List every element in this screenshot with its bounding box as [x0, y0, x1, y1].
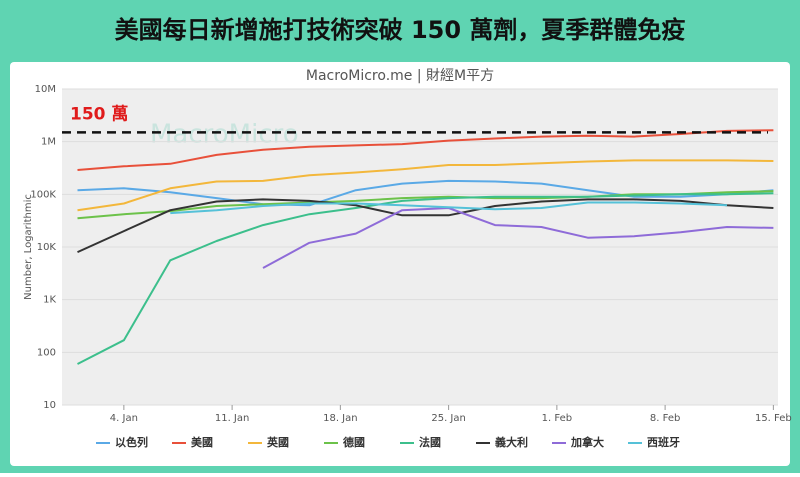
x-tick-label: 18. Jan: [323, 413, 358, 424]
y-tick-label: 10: [43, 400, 56, 411]
y-tick-label: 100: [37, 347, 56, 358]
legend-label: 西班牙: [647, 435, 680, 449]
chart-subtitle: MacroMicro.me | 財經M平方: [306, 68, 494, 84]
legend-label: 義大利: [495, 435, 528, 449]
y-tick-label: 1K: [43, 295, 56, 306]
y-tick-label: 1M: [41, 137, 56, 148]
chart-title: 美國每日新增施打技術突破 150 萬劑，夏季群體免疫: [115, 16, 686, 44]
series-line: [170, 201, 728, 215]
legend-label: 德國: [342, 435, 365, 449]
series-line: [77, 129, 774, 171]
watermark: MacroMicro: [150, 120, 299, 150]
legend-label: 英國: [266, 435, 289, 449]
series-line: [77, 159, 774, 212]
series-line: [77, 192, 774, 365]
legend-label: 美國: [191, 435, 213, 449]
legend-label: 加拿大: [570, 435, 604, 449]
series-line: [77, 179, 774, 207]
legend-label: 以色列: [115, 435, 148, 449]
x-tick-label: 25. Jan: [431, 413, 466, 424]
x-tick-label: 8. Feb: [650, 413, 680, 424]
y-tick-label: 100K: [30, 189, 56, 200]
reference-label: 150 萬: [70, 103, 128, 124]
x-tick-label: 11. Jan: [215, 413, 250, 424]
series-line: [262, 207, 774, 269]
x-tick-label: 15. Feb: [755, 413, 792, 424]
y-tick-label: 10K: [37, 242, 57, 253]
legend-label: 法國: [419, 435, 441, 449]
x-tick-label: 4. Jan: [110, 413, 138, 424]
y-axis-label: Number, Logarithmic: [23, 194, 34, 300]
y-tick-label: 10M: [35, 84, 56, 95]
x-tick-label: 1. Feb: [542, 413, 572, 424]
series-line: [77, 198, 774, 254]
